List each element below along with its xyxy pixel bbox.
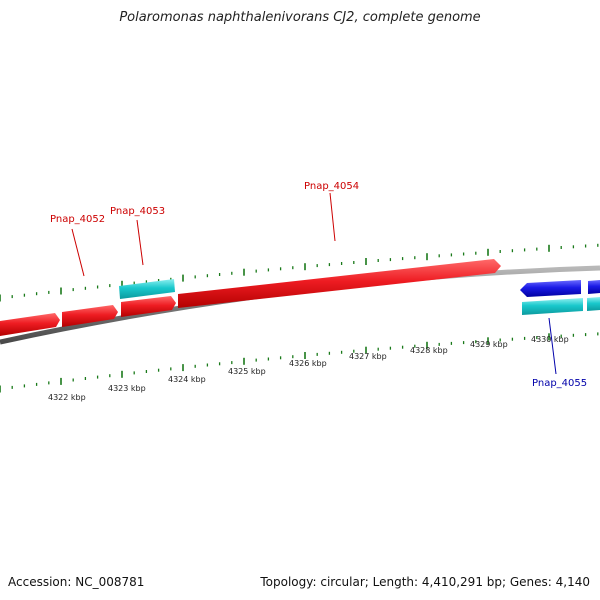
inner-tick-ring <box>0 332 599 393</box>
scale-label: 4330 kbp <box>531 335 569 344</box>
label-leader-pnap-4054 <box>329 192 336 242</box>
scale-label: 4322 kbp <box>48 393 86 402</box>
gene-label-pnap-4055[interactable]: Pnap_4055 <box>532 378 587 389</box>
scale-label: 4324 kbp <box>168 375 206 384</box>
gene-label-pnap-4054[interactable]: Pnap_4054 <box>304 181 359 192</box>
gene-label-pnap-4053[interactable]: Pnap_4053 <box>110 206 165 217</box>
cds-feature-pnap-4055[interactable] <box>522 298 583 315</box>
label-leader-pnap-4052 <box>71 228 85 277</box>
gene-arrow-pnap-4052[interactable] <box>62 305 118 327</box>
genome-backbone <box>0 265 600 345</box>
scale-label: 4325 kbp <box>228 367 266 376</box>
scale-label: 4323 kbp <box>108 384 146 393</box>
gene-arrow-reverse-right[interactable] <box>588 280 600 294</box>
scale-label: 4329 kbp <box>470 340 508 349</box>
scale-label: 4327 kbp <box>349 352 387 361</box>
cds-feature-right[interactable] <box>587 297 600 311</box>
cds-feature-pnap-4053[interactable] <box>119 279 175 299</box>
map-title: Polaromonas naphthalenivorans CJ2, compl… <box>119 10 481 25</box>
accession-text: Accession: NC_008781 <box>8 575 145 589</box>
gene-arrow-pnap-4054[interactable] <box>178 259 501 308</box>
gene-arrow-forward[interactable] <box>0 313 60 336</box>
gene-arrow-pnap-4055[interactable] <box>520 280 581 297</box>
label-leader-pnap-4053 <box>136 219 144 266</box>
scale-label: 4328 kbp <box>410 346 448 355</box>
label-leader-pnap-4055 <box>548 317 557 375</box>
scale-label: 4326 kbp <box>289 359 327 368</box>
genome-summary-text: Topology: circular; Length: 4,410,291 bp… <box>260 575 590 589</box>
gene-arrow-pnap-4053[interactable] <box>121 296 176 317</box>
gene-label-pnap-4052[interactable]: Pnap_4052 <box>50 214 105 225</box>
